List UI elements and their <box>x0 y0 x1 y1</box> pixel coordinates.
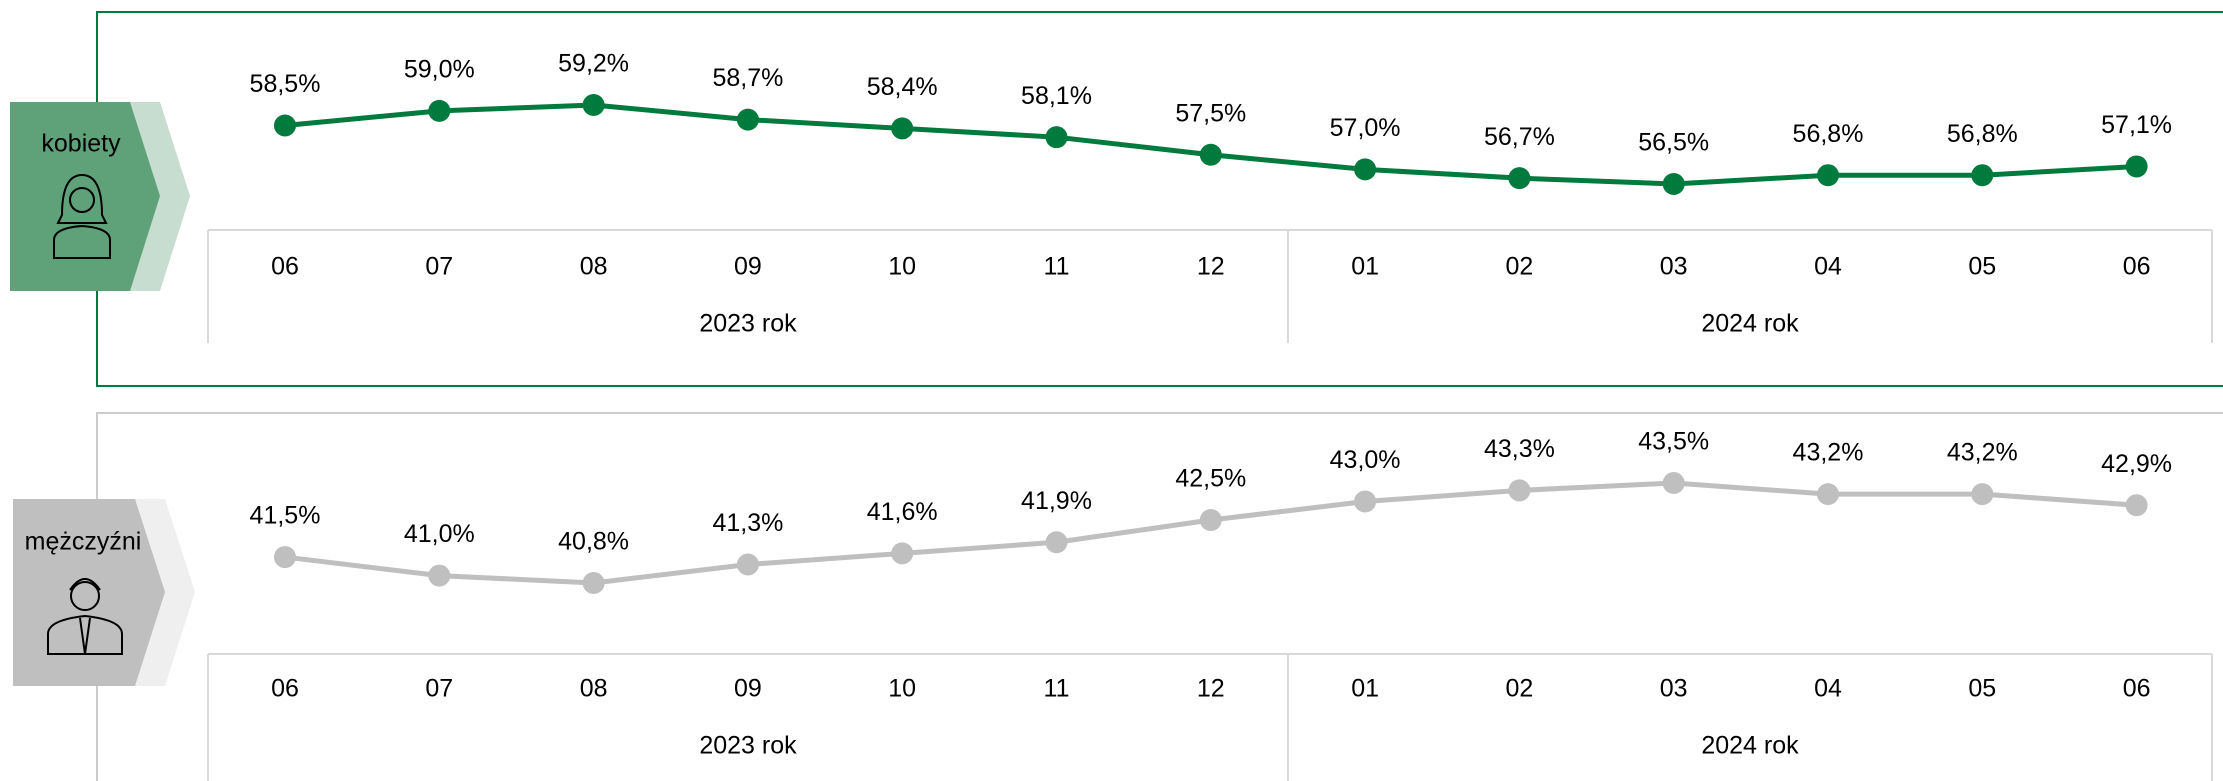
data-label: 43,3% <box>1484 435 1555 463</box>
x-tick-label: 06 <box>271 675 299 703</box>
x-tick-label: 05 <box>1968 675 1996 703</box>
point <box>1199 509 1222 532</box>
x-tick-label: 07 <box>425 675 453 703</box>
data-label: 58,4% <box>867 73 938 101</box>
x-tick-label: 06 <box>2123 253 2151 281</box>
x-tick-label: 03 <box>1660 253 1688 281</box>
data-label: 57,1% <box>2101 111 2172 139</box>
point <box>1817 164 1839 187</box>
man-icon <box>47 578 123 655</box>
group-label: 2023 rok <box>699 310 797 338</box>
tab <box>13 499 165 686</box>
point <box>2125 155 2148 178</box>
point <box>1508 167 1531 190</box>
group-label: 2024 rok <box>1701 732 1799 760</box>
point <box>891 542 914 565</box>
x-tick-label: 06 <box>2123 675 2151 703</box>
group-label: 2024 rok <box>1701 310 1799 338</box>
data-label: 58,5% <box>250 70 321 98</box>
point <box>582 572 605 594</box>
point <box>1508 479 1531 502</box>
x-tick-label: 08 <box>580 253 608 281</box>
point <box>1354 490 1377 513</box>
data-label: 59,2% <box>558 50 629 78</box>
data-label: 43,2% <box>1793 439 1864 467</box>
series-label: kobiety <box>41 130 121 158</box>
x-tick-label: 09 <box>734 675 762 703</box>
data-label: 58,7% <box>712 64 783 92</box>
point <box>736 108 759 131</box>
point <box>1971 483 1994 506</box>
point <box>1354 158 1377 181</box>
data-label: 42,9% <box>2101 450 2172 478</box>
x-tick-label: 12 <box>1197 253 1225 281</box>
woman-icon <box>53 173 111 259</box>
series-label: mężczyźni <box>25 528 142 556</box>
data-label: 41,3% <box>712 509 783 537</box>
point <box>428 99 451 122</box>
data-label: 41,5% <box>250 502 321 530</box>
data-label: 43,2% <box>1947 439 2018 467</box>
point <box>891 117 914 140</box>
point <box>1045 531 1068 554</box>
x-tick-label: 07 <box>425 253 453 281</box>
x-tick-label: 11 <box>1044 253 1070 281</box>
data-label: 43,5% <box>1638 428 1709 456</box>
data-label: 57,5% <box>1175 99 1246 127</box>
group-label: 2023 rok <box>699 732 797 760</box>
x-tick-label: 02 <box>1505 253 1533 281</box>
data-label: 57,0% <box>1330 114 1401 142</box>
data-label: 56,5% <box>1638 129 1709 157</box>
data-label: 41,0% <box>404 520 475 548</box>
tab <box>10 102 160 291</box>
x-tick-label: 02 <box>1505 675 1533 703</box>
data-label: 59,0% <box>404 55 475 83</box>
point <box>274 114 296 137</box>
data-label: 56,8% <box>1793 120 1864 148</box>
point <box>1817 483 1839 506</box>
x-tick-label: 11 <box>1044 675 1070 703</box>
point <box>582 94 605 116</box>
x-tick-label: 04 <box>1814 253 1842 281</box>
x-tick-label: 03 <box>1660 675 1688 703</box>
x-tick-label: 08 <box>580 675 608 703</box>
point <box>1662 173 1685 195</box>
data-label: 41,9% <box>1021 487 1092 515</box>
x-tick-label: 05 <box>1968 253 1996 281</box>
data-label: 42,5% <box>1175 465 1246 493</box>
x-tick-label: 04 <box>1814 675 1842 703</box>
point <box>2125 494 2148 517</box>
x-tick-label: 09 <box>734 253 762 281</box>
panel-border <box>96 412 2223 781</box>
data-label: 58,1% <box>1021 82 1092 110</box>
data-label: 43,0% <box>1330 446 1401 474</box>
data-label: 40,8% <box>558 528 629 556</box>
x-tick-label: 01 <box>1351 675 1379 703</box>
x-tick-label: 12 <box>1197 675 1225 703</box>
point <box>1199 143 1222 166</box>
x-tick-label: 01 <box>1351 253 1379 281</box>
data-label: 41,6% <box>867 498 938 526</box>
point <box>428 564 451 587</box>
x-tick-label: 10 <box>888 253 916 281</box>
data-label: 56,8% <box>1947 120 2018 148</box>
point <box>736 553 759 576</box>
data-label: 56,7% <box>1484 123 1555 151</box>
point <box>1971 164 1994 187</box>
point <box>1045 126 1068 149</box>
point <box>274 546 296 569</box>
x-tick-label: 06 <box>271 253 299 281</box>
x-tick-label: 10 <box>888 675 916 703</box>
point <box>1662 472 1685 494</box>
